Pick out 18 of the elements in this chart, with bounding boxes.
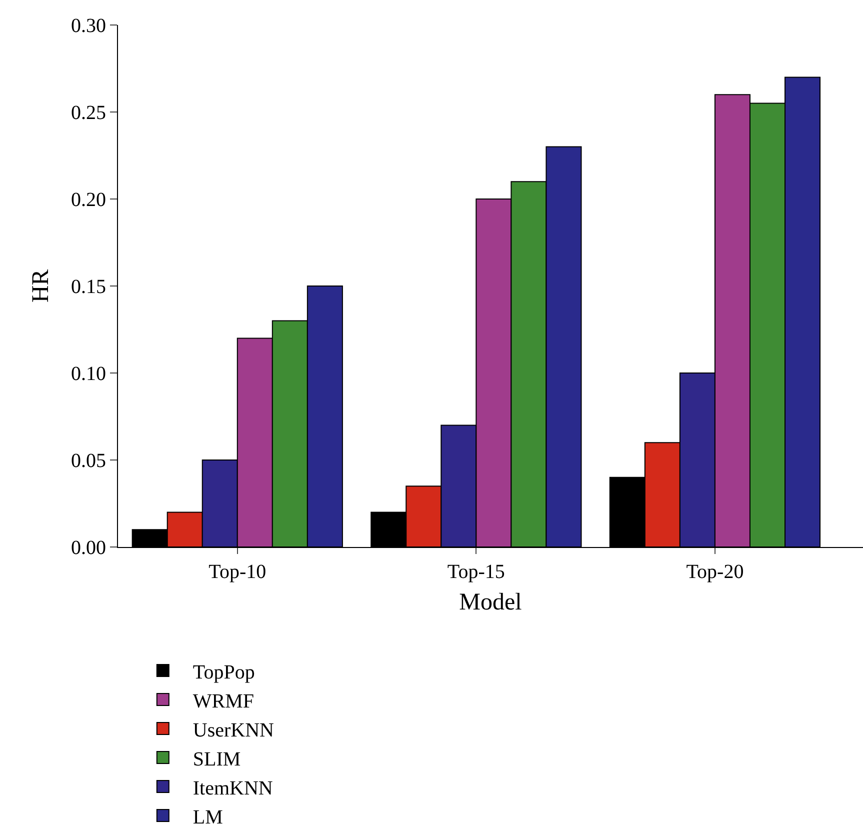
legend-label: ItemKNN bbox=[192, 777, 273, 800]
legend-label: UserKNN bbox=[192, 719, 274, 742]
x-axis-title: Model bbox=[459, 589, 522, 616]
y-tick-label: 0.25 bbox=[71, 102, 106, 124]
y-tick-label: 0.30 bbox=[71, 15, 106, 37]
y-tick-label: 0.15 bbox=[71, 276, 106, 298]
legend-label: LM bbox=[192, 806, 224, 828]
y-tick-label: 0.00 bbox=[71, 537, 106, 559]
legend-label: WRMF bbox=[192, 690, 254, 712]
legend-label: TopPop bbox=[192, 661, 255, 684]
y-tick-label: 0.20 bbox=[71, 189, 106, 211]
legend-label: SLIM bbox=[192, 748, 241, 770]
x-tick-label: Top-10 bbox=[208, 561, 266, 583]
y-tick-label: 0.05 bbox=[71, 450, 106, 472]
x-tick-label: Top-15 bbox=[447, 561, 505, 583]
y-axis-title: HR bbox=[28, 269, 54, 303]
x-tick-label: Top-20 bbox=[686, 561, 744, 583]
y-tick-label: 0.10 bbox=[71, 363, 106, 385]
